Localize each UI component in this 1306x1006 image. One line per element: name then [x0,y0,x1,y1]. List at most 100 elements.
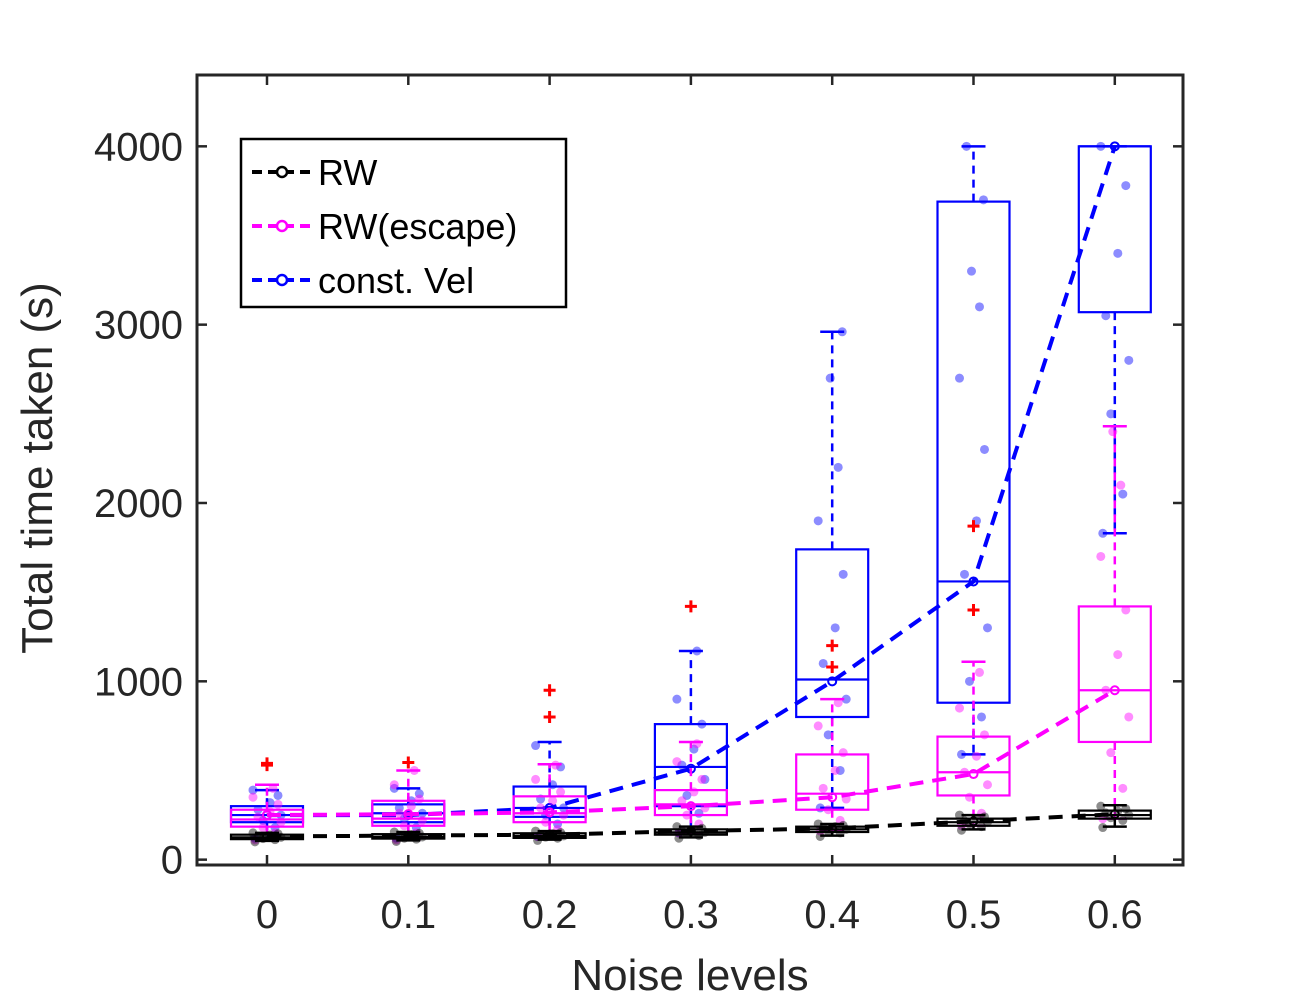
outlier-marker [826,661,839,674]
data-point [672,757,682,767]
box [795,753,870,811]
data-point [1113,248,1123,258]
legend-swatch-marker [275,219,289,233]
data-point [980,730,989,740]
data-point [1121,181,1131,191]
data-point [972,751,981,761]
mean-marker [1109,809,1120,820]
data-point [273,799,283,809]
data-point [813,721,823,731]
data-point [967,266,976,276]
data-point [389,783,399,793]
outlier-marker [543,710,556,723]
box [795,548,870,719]
data-point [838,748,848,758]
outlier-marker [967,603,980,616]
legend: RW RW(escape) const. Vel [239,137,568,309]
mean-marker [262,810,272,821]
mean-marker [685,801,696,812]
axes-ticks: 0 1000 2000 3000 4000 0 0.1 0.2 0.3 0.4 0.5 0.6 [94,73,1185,937]
mean-line [266,812,1115,839]
mean-marker [544,829,555,840]
mean-marker [1109,141,1120,152]
data-point [818,658,828,668]
data-point [838,569,848,579]
data-point [830,623,840,633]
legend-box [239,137,568,309]
x-tick-label: 0.4 [804,893,860,937]
data-point [700,774,710,784]
outlier-marker [967,520,980,533]
legend-swatch-marker [275,273,289,287]
data-point [1124,355,1134,365]
data-point [417,815,427,825]
data-point [273,790,283,800]
data-point [818,783,828,793]
outlier-marker [261,757,273,770]
mean-marker [544,807,555,818]
data-point [979,195,988,205]
data-point [960,569,969,579]
data-point [1121,605,1131,615]
data-point [975,667,984,677]
legend-label: RW [318,152,377,193]
x-tick-label: 0.1 [380,893,436,937]
mean-marker [685,826,696,837]
data-point [394,808,404,818]
data-point [1101,311,1111,321]
data-point [835,815,845,825]
data-point [955,810,964,820]
mean-marker [827,792,838,803]
outlier-marker [543,684,556,697]
mean-marker [403,830,414,841]
outlier-marker [402,756,415,769]
data-point [980,444,989,454]
data-point [835,765,845,775]
data-point [1118,489,1128,499]
y-tick-label: 2000 [94,482,183,526]
data-point [833,462,843,472]
data-point [813,516,823,526]
mean-marker [1109,685,1120,696]
box [512,795,587,824]
outlier-marker [684,600,697,613]
data-point [1116,480,1126,490]
outlier-marker [826,639,839,652]
data-point [248,785,258,795]
mean-marker [827,676,838,687]
data-point [531,741,541,751]
legend-label: const. Vel [318,260,474,301]
data-point [414,789,424,799]
box [229,808,305,828]
y-tick-label: 1000 [94,660,183,704]
legend-swatch-marker [275,165,289,179]
data-point [697,774,707,784]
x-tick-label: 0 [256,893,278,937]
data-point [1106,748,1116,758]
data-point [823,730,833,740]
data-point [977,712,986,722]
y-tick-label: 0 [161,839,183,883]
mean-marker [403,809,414,820]
data-point [389,780,399,790]
data-point [1106,409,1116,419]
y-tick-label: 3000 [94,304,183,348]
data-point [841,694,851,704]
x-tick-label: 0.6 [1087,893,1143,937]
x-tick-label: 0.5 [946,893,1002,937]
data-point [248,792,258,802]
data-point [983,623,992,633]
data-point [672,694,682,704]
box [936,735,1011,797]
data-point [1096,801,1106,811]
data-point [965,676,974,686]
mean-marker [968,816,979,827]
box [1077,605,1152,744]
series-RW [229,801,1152,847]
data-point [406,801,416,811]
mean-marker [262,831,272,842]
x-tick-label: 0.2 [522,893,578,937]
data-point [955,703,964,713]
y-tick-label: 4000 [94,125,183,169]
